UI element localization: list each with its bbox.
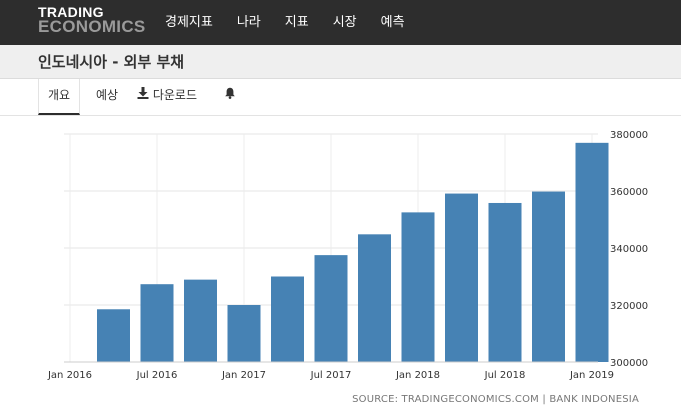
x-tick-label: Jul 2018 (484, 370, 526, 381)
tab-download[interactable]: 다운로드 (137, 79, 197, 114)
nav-indicator[interactable]: 지표 (284, 15, 309, 30)
main-nav: 경제지표 나라 지표 시장 예측 (165, 0, 429, 45)
tab-download-label: 다운로드 (152, 88, 197, 102)
y-tick-label: 380000 (610, 130, 648, 141)
tab-bar: 개요 예상 다운로드 (0, 79, 681, 116)
bar (227, 305, 261, 362)
nav-countries[interactable]: 나라 (236, 15, 261, 30)
bar (140, 284, 174, 362)
tab-forecast[interactable]: 예상 (96, 79, 118, 114)
tab-overview[interactable]: 개요 (38, 79, 81, 115)
bar (445, 193, 478, 362)
x-tick-label: Jul 2017 (310, 370, 352, 381)
logo-line2: ECONOMICS (38, 17, 146, 36)
logo-line1: TRADING (38, 4, 104, 20)
title-bar: 인도네시아 - 외부 부채 (0, 45, 681, 79)
bar (184, 279, 217, 362)
bell-icon (224, 79, 236, 112)
page-title: 인도네시아 - 외부 부채 (38, 53, 185, 71)
bar (401, 212, 435, 362)
bar (575, 142, 609, 362)
chart-area: 300000 320000 340000 360000 380000 Jan 2016 Ju… (0, 116, 681, 414)
x-tick-label: Jan 2016 (47, 370, 92, 381)
top-navbar: TRADING ECONOMICS 경제지표 나라 지표 시장 예측 (0, 0, 681, 45)
bar (271, 276, 304, 362)
source-text: SOURCE: TRADINGECONOMICS.COM | BANK INDO… (352, 394, 639, 405)
download-icon (137, 79, 149, 112)
y-tick-label: 340000 (610, 244, 648, 255)
x-tick-label: Jan 2019 (569, 370, 614, 381)
logo[interactable]: TRADING ECONOMICS (38, 4, 146, 36)
tab-forecast-label: 예상 (96, 88, 119, 102)
y-tick-label: 320000 (610, 301, 648, 312)
tab-alerts[interactable] (224, 79, 236, 114)
bar (314, 255, 348, 362)
bar (358, 234, 391, 362)
nav-indicators[interactable]: 경제지표 (165, 15, 213, 30)
bar (532, 191, 565, 362)
bar (97, 309, 130, 362)
y-tick-label: 360000 (610, 187, 648, 198)
x-tick-label: Jan 2018 (395, 370, 440, 381)
y-tick-label: 300000 (610, 358, 648, 369)
nav-markets[interactable]: 시장 (332, 15, 357, 30)
x-tick-label: Jan 2017 (221, 370, 266, 381)
tab-overview-label: 개요 (48, 88, 71, 102)
nav-forecast[interactable]: 예측 (380, 15, 405, 30)
bar (488, 202, 522, 362)
x-tick-label: Jul 2016 (136, 370, 178, 381)
external-debt-bar-chart: 300000 320000 340000 360000 380000 Jan 2016 Ju… (47, 130, 648, 381)
